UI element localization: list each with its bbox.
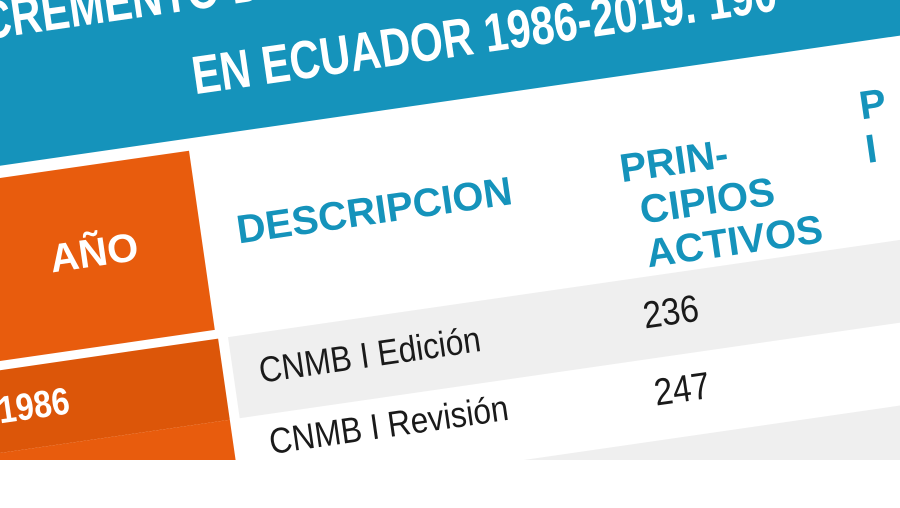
title-band: [0, 0, 900, 166]
year-cell: [0, 419, 236, 460]
row-active-ingredients: 247: [651, 365, 713, 415]
active-ingredients-header: PRIN- CIPIOS ACTIVOS: [617, 120, 826, 278]
table-background: [0, 0, 900, 460]
table-row-shaded: [523, 405, 900, 460]
year-header-cell: [0, 150, 215, 361]
year-value: 1986: [0, 380, 73, 433]
year-cell: [0, 338, 230, 453]
row-active-ingredients: 236: [640, 287, 702, 338]
table-row-shaded: [228, 239, 900, 419]
